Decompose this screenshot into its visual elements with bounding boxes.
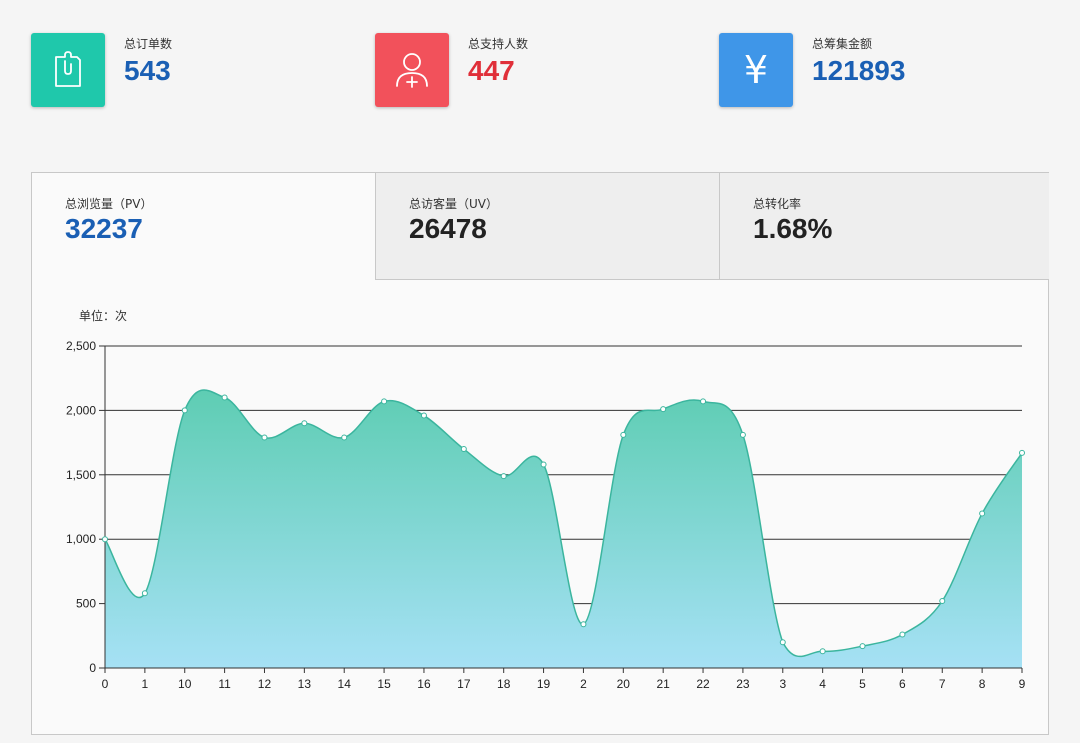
yuan-glyph: ¥ [743, 48, 769, 92]
tab-label: 总浏览量（PV） [65, 197, 153, 211]
data-point [979, 510, 986, 517]
x-tick-label: 16 [417, 677, 431, 691]
data-point [221, 394, 228, 401]
stat-value-orders: 543 [124, 55, 171, 86]
y-tick-label: 1,000 [66, 532, 96, 546]
data-point [700, 398, 707, 405]
data-point [939, 598, 946, 605]
data-point [580, 621, 587, 628]
x-tick-label: 4 [819, 677, 826, 691]
x-tick-label: 22 [696, 677, 710, 691]
tab-label: 总访客量（UV） [409, 197, 498, 211]
data-point [261, 434, 268, 441]
x-tick-label: 7 [939, 677, 946, 691]
x-tick-label: 11 [218, 677, 231, 691]
x-tick-label: 13 [298, 677, 312, 691]
x-tick-label: 8 [979, 677, 986, 691]
x-tick-label: 18 [497, 677, 511, 691]
data-point [620, 431, 627, 438]
x-tick-label: 14 [338, 677, 352, 691]
x-tick-label: 5 [859, 677, 866, 691]
x-tick-label: 3 [779, 677, 786, 691]
data-point [341, 434, 348, 441]
area-fill [105, 390, 1022, 668]
data-point [301, 420, 308, 427]
data-point [739, 431, 746, 438]
data-point [779, 639, 786, 646]
tab-label: 总转化率 [753, 197, 802, 211]
data-point [181, 407, 188, 414]
traffic-panel: 总浏览量（PV） 32237 总访客量（UV） 26478 总转化率 1.68%… [31, 172, 1049, 735]
x-tick-label: 12 [258, 677, 272, 691]
yuan-icon: ¥ [719, 33, 793, 107]
x-tick-label: 19 [537, 677, 551, 691]
clipboard-icon [31, 33, 105, 107]
data-point [460, 446, 467, 453]
x-tick-label: 2 [580, 677, 587, 691]
data-point [141, 590, 148, 597]
data-point [540, 461, 547, 468]
data-point [859, 643, 866, 650]
x-tick-label: 17 [457, 677, 471, 691]
stat-label: 总筹集金额 [812, 37, 873, 51]
x-tick-label: 23 [736, 677, 750, 691]
tab-conversion[interactable]: 总转化率 1.68% [719, 173, 1049, 280]
data-point [420, 412, 427, 419]
data-point [381, 398, 388, 405]
y-tick-label: 2,500 [66, 339, 96, 353]
data-point [660, 406, 667, 413]
data-point [102, 536, 108, 543]
x-tick-label: 15 [377, 677, 391, 691]
y-tick-label: 2,000 [66, 403, 96, 417]
data-point [819, 648, 826, 655]
stat-label: 总订单数 [124, 37, 173, 51]
y-tick-label: 0 [89, 661, 96, 675]
data-point [500, 473, 507, 480]
tab-pv[interactable]: 总浏览量（PV） 32237 [32, 173, 376, 280]
y-tick-label: 1,500 [66, 468, 96, 482]
stat-label: 总支持人数 [468, 37, 529, 51]
x-tick-label: 9 [1019, 677, 1026, 691]
tab-value-pv: 32237 [65, 213, 143, 244]
x-tick-label: 1 [142, 677, 149, 691]
data-point [899, 631, 906, 638]
data-point [1019, 449, 1025, 456]
x-tick-label: 6 [899, 677, 906, 691]
stat-value-supporters: 447 [468, 55, 515, 86]
tab-value-uv: 26478 [409, 213, 487, 244]
tab-uv[interactable]: 总访客量（UV） 26478 [375, 173, 720, 280]
x-tick-label: 10 [178, 677, 192, 691]
x-tick-label: 0 [102, 677, 109, 691]
add-user-icon [375, 33, 449, 107]
x-tick-label: 20 [617, 677, 631, 691]
unit-label: 单位：次 [79, 309, 128, 323]
x-tick-label: 21 [656, 677, 670, 691]
series-line [104, 389, 1023, 658]
tab-value-conversion: 1.68% [753, 213, 833, 244]
stat-value-funds: 121893 [812, 55, 906, 86]
y-tick-label: 500 [76, 597, 96, 611]
pv-area-chart: 0 500 1,000 1,500 2,000 2,500 0 1 10 11 12 13 14 15 16… [66, 339, 1026, 691]
